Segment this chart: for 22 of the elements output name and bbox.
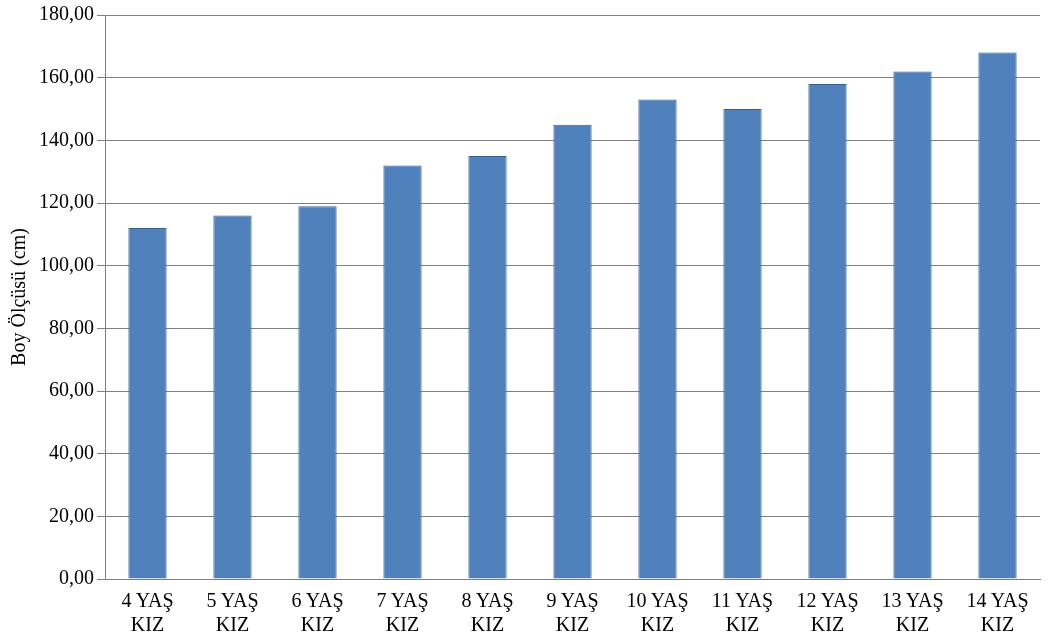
x-tick-label: 12 YAŞ KIZ	[796, 589, 859, 636]
x-tick-label: 5 YAŞ KIZ	[206, 589, 259, 636]
y-tick-label: 40,00	[49, 440, 94, 463]
y-tick-label: 120,00	[39, 190, 94, 213]
y-tick-label: 140,00	[39, 127, 94, 150]
y-tick-label: 60,00	[49, 378, 94, 401]
y-axis-title: Boy Ölçüsü (cm)	[7, 228, 31, 366]
x-tick-label: 8 YAŞ KIZ	[461, 589, 514, 636]
x-tick-label: 14 YAŞ KIZ	[966, 589, 1029, 636]
y-tick-label: 160,00	[39, 64, 94, 87]
x-tick-label: 6 YAŞ KIZ	[291, 589, 344, 636]
x-tick-label: 7 YAŞ KIZ	[376, 589, 429, 636]
y-tick-label: 180,00	[39, 2, 94, 25]
y-tick-label: 0,00	[59, 566, 94, 589]
y-tick-label: 100,00	[39, 252, 94, 275]
x-tick-label: 13 YAŞ KIZ	[881, 589, 944, 636]
y-tick-label: 20,00	[49, 503, 94, 526]
x-tick-label: 11 YAŞ KIZ	[711, 589, 774, 636]
x-tick-label: 10 YAŞ KIZ	[626, 589, 689, 636]
x-tick-label: 9 YAŞ KIZ	[546, 589, 599, 636]
y-tick-label: 80,00	[49, 315, 94, 338]
x-tick-label: 4 YAŞ KIZ	[121, 589, 174, 636]
